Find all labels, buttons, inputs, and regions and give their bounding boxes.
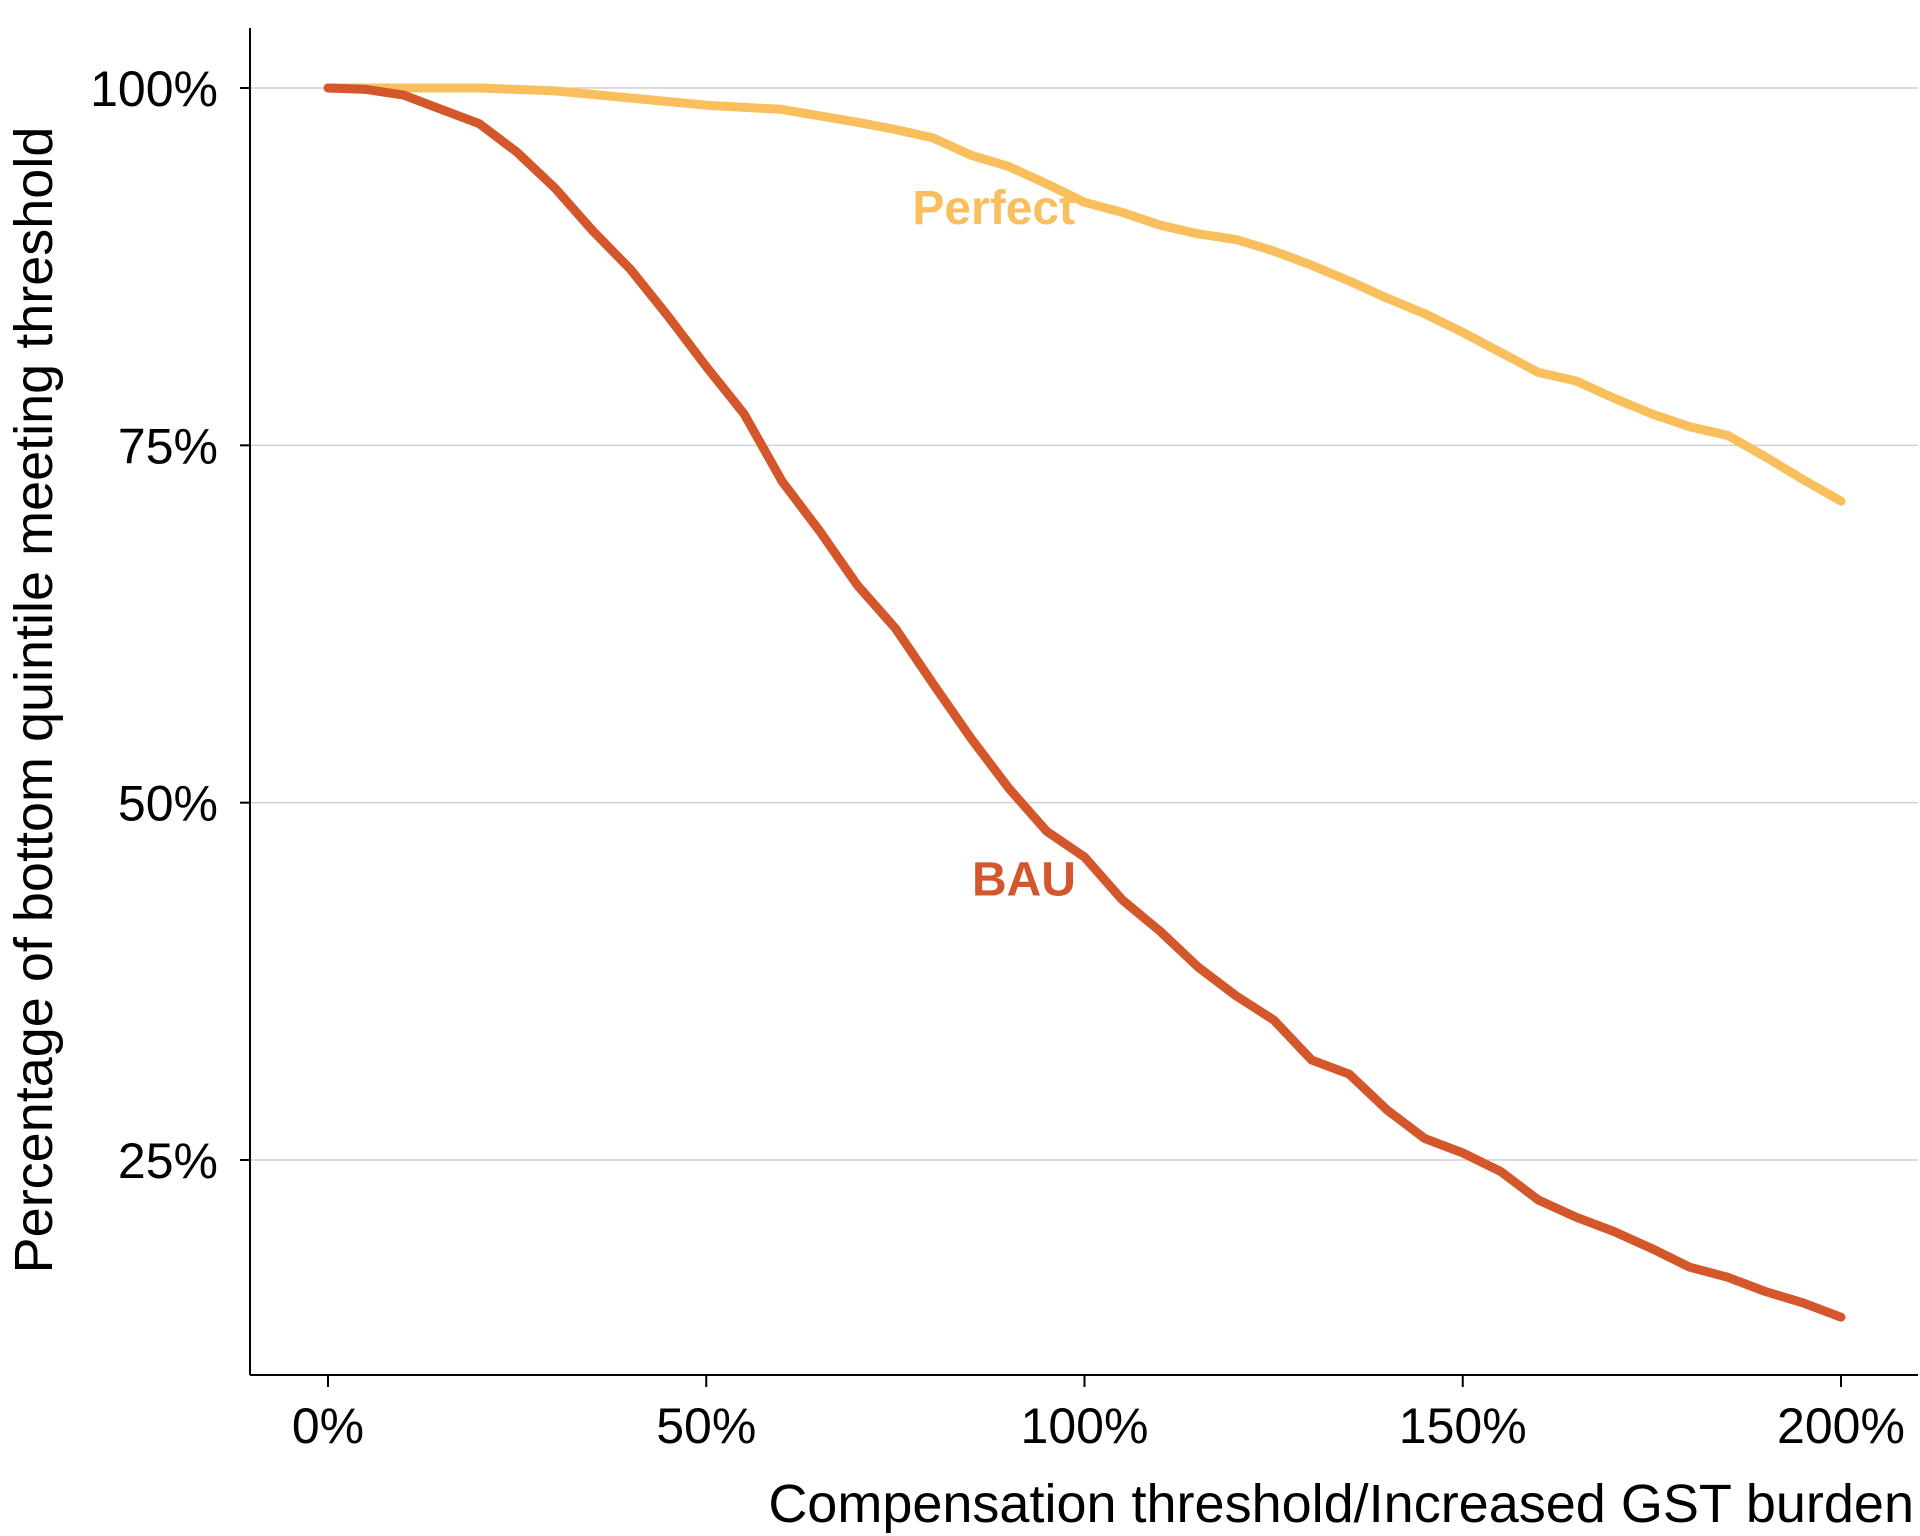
x-tick-label: 0% [292, 1398, 364, 1454]
y-tick-label: 50% [118, 776, 218, 832]
y-tick-label: 75% [118, 418, 218, 474]
x-tick-label: 100% [1021, 1398, 1149, 1454]
tick-labels: 25% 50% 75% 100% 0% 50% 100% 150% 200% [90, 61, 1905, 1454]
axes [240, 28, 1918, 1387]
series-lines [323, 83, 1846, 1322]
series-line-bau [323, 83, 1846, 1322]
y-tick-label: 25% [118, 1133, 218, 1189]
x-tick-label: 200% [1777, 1398, 1905, 1454]
y-axis-title: Percentage of bottom quintile meeting th… [4, 127, 64, 1274]
series-label-bau: BAU [972, 854, 1076, 907]
gridlines [250, 87, 1918, 1161]
x-axis-title: Compensation threshold/Increased GST bur… [768, 1474, 1914, 1534]
x-tick-label: 50% [656, 1398, 756, 1454]
series-label-perfect: Perfect [912, 182, 1075, 235]
y-tick-label: 100% [90, 61, 218, 117]
series-labels: Perfect BAU [912, 182, 1076, 907]
series-line-perfect [323, 83, 1846, 506]
x-tick-label: 150% [1399, 1398, 1527, 1454]
